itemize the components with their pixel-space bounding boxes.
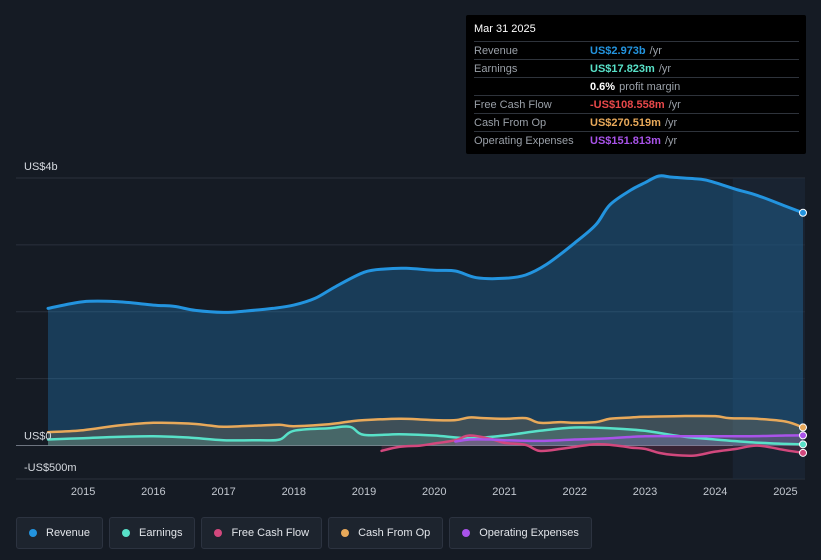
tooltip-label: Free Cash Flow [474, 98, 552, 111]
tooltip-row: 0.6% profit margin [474, 78, 799, 96]
tooltip-unit: /yr [649, 44, 662, 57]
tooltip-unit: profit margin [619, 80, 681, 93]
legend: Revenue Earnings Free Cash Flow Cash From O… [16, 517, 592, 549]
tooltip-unit: /yr [658, 62, 672, 75]
cash-from-op-endpoint [799, 423, 807, 432]
legend-dot-icon [341, 529, 350, 537]
revenue-endpoint [799, 208, 807, 217]
tooltip: Mar 31 2025 Revenue US$2.973b/yr Earnings U… [466, 15, 806, 154]
free-cash-flow-endpoint [799, 448, 807, 457]
tooltip-label: Revenue [474, 44, 519, 57]
x-tick-label: 2019 [352, 486, 376, 498]
legend-item-cash-from-op[interactable]: Cash From Op [328, 517, 444, 549]
tooltip-unit: /yr [664, 116, 678, 129]
cash-from-op-line [46, 414, 805, 434]
legend-label: Revenue [46, 527, 91, 539]
tooltip-value: -US$108.558m [590, 98, 665, 111]
chart-areas [48, 175, 803, 456]
y-axis-label-top: US$4b [24, 161, 58, 173]
x-axis: 2015 2016 2017 2018 2019 2020 2021 2022 2023 2024… [71, 486, 798, 498]
tooltip-value: US$2.973b [590, 44, 646, 57]
tooltip-label: Earnings [474, 62, 518, 75]
x-tick-label: 2017 [211, 486, 235, 498]
tooltip-unit: /yr [664, 134, 678, 147]
x-tick-label: 2021 [492, 486, 516, 498]
operating-expenses-line [454, 434, 805, 443]
legend-dot-icon [214, 529, 223, 537]
legend-label: Earnings [139, 527, 183, 539]
tooltip-label: Operating Expenses [474, 134, 574, 147]
legend-item-revenue[interactable]: Revenue [16, 517, 104, 549]
tooltip-date: Mar 31 2025 [474, 23, 799, 42]
earnings-endpoint [799, 440, 807, 449]
legend-item-operating-expenses[interactable]: Operating Expenses [449, 517, 592, 549]
revenue-line [46, 174, 805, 314]
legend-dot-icon [462, 529, 471, 537]
legend-item-free-cash-flow[interactable]: Free Cash Flow [201, 517, 323, 549]
x-tick-label: 2020 [422, 486, 446, 498]
tooltip-row: Free Cash Flow -US$108.558m/yr [474, 96, 799, 114]
y-axis-label-bottom: -US$500m [24, 462, 77, 474]
chart: 2015 2016 2017 2018 2019 2020 2021 2022 2023 2024… [16, 161, 807, 498]
x-tick-label: 2022 [563, 486, 587, 498]
forecast-shade [732, 178, 805, 479]
chart-lines [46, 174, 805, 458]
free-cash-flow-line [380, 434, 805, 458]
x-tick-label: 2018 [282, 486, 306, 498]
revenue-area [48, 175, 803, 446]
x-tick-label: 2015 [71, 486, 95, 498]
chart-endpoints [799, 208, 807, 457]
tooltip-label: Cash From Op [474, 116, 547, 129]
legend-dot-icon [122, 529, 131, 537]
legend-label: Free Cash Flow [231, 527, 310, 539]
x-tick-label: 2024 [703, 486, 727, 498]
tooltip-value: 0.6% [590, 80, 616, 93]
tooltip-row: Earnings US$17.823m/yr [474, 60, 799, 78]
tooltip-value: US$151.813m [590, 134, 661, 147]
x-tick-label: 2016 [141, 486, 165, 498]
operating-expenses-area [455, 435, 803, 446]
legend-dot-icon [29, 529, 37, 537]
legend-label: Cash From Op [358, 527, 431, 539]
tooltip-value: US$17.823m [590, 62, 655, 75]
tooltip-value: US$270.519m [590, 116, 661, 129]
legend-label: Operating Expenses [479, 527, 579, 539]
x-tick-label: 2025 [773, 486, 797, 498]
legend-item-earnings[interactable]: Earnings [109, 517, 196, 549]
y-axis-label-zero: US$0 [24, 431, 52, 443]
tooltip-row: Revenue US$2.973b/yr [474, 42, 799, 60]
x-tick-label: 2023 [633, 486, 657, 498]
operating-expenses-endpoint [799, 431, 807, 440]
tooltip-row: Operating Expenses US$151.813m/yr [474, 132, 799, 149]
tooltip-row: Cash From Op US$270.519m/yr [474, 114, 799, 132]
tooltip-unit: /yr [668, 98, 681, 111]
